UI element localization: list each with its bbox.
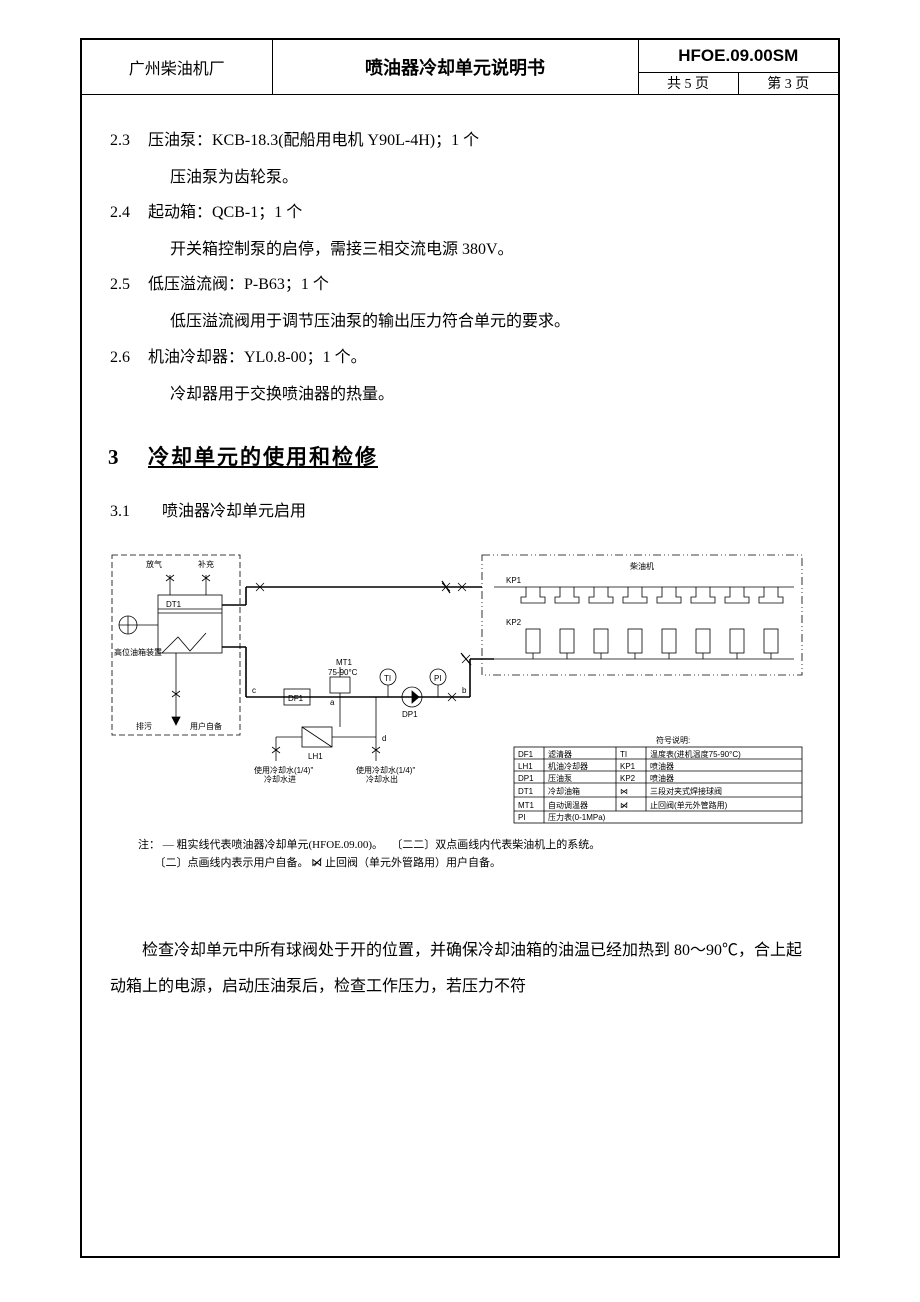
content-area: 2.3 压油泵：KCB-18.3(配船用电机 Y90L-4H)；1 个 压油泵为… xyxy=(82,95,838,1027)
svg-text:TI: TI xyxy=(620,750,627,759)
svg-text:DT1: DT1 xyxy=(166,600,182,609)
item-3-1: 3.1 喷油器冷却单元启用 xyxy=(110,494,810,529)
svg-text:冷却油箱: 冷却油箱 xyxy=(548,786,580,796)
page-frame: 广州柴油机厂 喷油器冷却单元说明书 HFOE.09.00SM 共 5 页 第 3… xyxy=(80,38,840,1258)
svg-text:喷油器: 喷油器 xyxy=(650,773,674,783)
svg-text:⋈: ⋈ xyxy=(620,787,628,796)
svg-text:KP1: KP1 xyxy=(620,762,636,771)
note-1a: — 粗实线代表喷油器冷却单元(HFOE.09.00)。 xyxy=(163,839,383,851)
item-text: 喷油器冷却单元启用 xyxy=(162,503,306,520)
section-num: 3 xyxy=(108,434,148,480)
doc-number-cell: HFOE.09.00SM xyxy=(638,40,838,72)
svg-text:LH1: LH1 xyxy=(518,762,533,771)
svg-text:温度表(进机温度75-90°C): 温度表(进机温度75-90°C) xyxy=(650,749,741,759)
pages-total-cell: 共 5 页 xyxy=(638,72,738,94)
svg-text:MT1: MT1 xyxy=(336,658,353,667)
item-2-5-body: 低压溢流阀用于调节压油泵的输出压力符合单元的要求。 xyxy=(110,304,810,339)
svg-text:三段对夹式焊接球阀: 三段对夹式焊接球阀 xyxy=(650,786,722,796)
svg-text:补充: 补充 xyxy=(198,559,214,569)
svg-text:DP1: DP1 xyxy=(518,774,534,783)
svg-text:75-90°C: 75-90°C xyxy=(328,668,358,677)
svg-text:高位油箱装置: 高位油箱装置 xyxy=(114,647,162,657)
svg-text:DF1: DF1 xyxy=(288,694,304,703)
item-2-5: 2.5 低压溢流阀：P-B63；1 个 xyxy=(110,267,810,302)
svg-text:用户自备: 用户自备 xyxy=(190,721,222,731)
svg-text:放气: 放气 xyxy=(146,559,162,569)
body-paragraph: 检查冷却单元中所有球阀处于开的位置，并确保冷却油箱的油温已经加热到 80～90℃… xyxy=(110,933,810,1007)
note-2a: 〔二〕点画线内表示用户自备。 xyxy=(155,857,309,869)
doc-title-cell: 喷油器冷却单元说明书 xyxy=(272,40,638,94)
svg-text:DF1: DF1 xyxy=(518,750,534,759)
svg-text:d: d xyxy=(382,734,386,743)
svg-text:止回阀(单元外管路用): 止回阀(单元外管路用) xyxy=(650,800,728,810)
note-prefix: 注： xyxy=(138,839,160,851)
item-2-3-body: 压油泵为齿轮泵。 xyxy=(110,160,810,195)
svg-text:TI: TI xyxy=(384,674,391,683)
item-text: 压油泵：KCB-18.3(配船用电机 Y90L-4H)；1 个 xyxy=(148,132,479,149)
svg-text:排污: 排污 xyxy=(136,721,152,731)
coolant-out-label: 使用冷却水(1/4)" 冷却水出 xyxy=(356,765,418,784)
item-text: 起动箱：QCB-1；1 个 xyxy=(148,204,302,221)
item-2-6-body: 冷却器用于交换喷油器的热量。 xyxy=(110,377,810,412)
coolant-in-label: 使用冷却水(1/4)" 冷却水进 xyxy=(254,765,316,784)
item-num: 3.1 xyxy=(110,494,158,529)
item-num: 2.4 xyxy=(110,195,144,230)
item-2-6: 2.6 机油冷却器：YL0.8-00；1 个。 xyxy=(110,340,810,375)
svg-text:MT1: MT1 xyxy=(518,801,535,810)
svg-text:压力表(0-1MPa): 压力表(0-1MPa) xyxy=(548,812,606,822)
svg-text:PI: PI xyxy=(518,813,526,822)
kp1-row: KP1 xyxy=(506,576,783,603)
engine-title: 柴油机 xyxy=(630,561,654,571)
item-text: 低压溢流阀：P-B63；1 个 xyxy=(148,276,329,293)
svg-text:KP2: KP2 xyxy=(620,774,636,783)
svg-text:喷油器: 喷油器 xyxy=(650,761,674,771)
item-text: 机油冷却器：YL0.8-00；1 个。 xyxy=(148,349,367,366)
svg-text:机油冷却器: 机油冷却器 xyxy=(548,761,588,771)
svg-text:a: a xyxy=(330,698,335,707)
svg-text:⋈̸: ⋈̸ xyxy=(620,801,628,810)
item-num: 2.5 xyxy=(110,267,144,302)
note-2b: ⋈̸ 止回阀（单元外管路用）用户自备。 xyxy=(311,857,501,869)
svg-text:自动调温器: 自动调温器 xyxy=(548,800,588,810)
header-table: 广州柴油机厂 喷油器冷却单元说明书 HFOE.09.00SM 共 5 页 第 3… xyxy=(82,40,838,95)
svg-text:压油泵: 压油泵 xyxy=(548,773,572,783)
svg-text:PI: PI xyxy=(434,674,442,683)
svg-text:DT1: DT1 xyxy=(518,787,534,796)
diagram-notes: 注： — 粗实线代表喷油器冷却单元(HFOE.09.00)。 〔二二〕双点画线内… xyxy=(138,837,810,872)
svg-text:符号说明:: 符号说明: xyxy=(656,735,690,745)
item-2-4-body: 开关箱控制泵的启停，需接三相交流电源 380V。 xyxy=(110,232,810,267)
kp2-row: KP2 xyxy=(494,618,794,659)
section-text: 冷却单元的使用和检修 xyxy=(148,445,378,469)
svg-text:KP2: KP2 xyxy=(506,618,522,627)
section-3-heading: 3冷却单元的使用和检修 xyxy=(108,434,810,480)
company-cell: 广州柴油机厂 xyxy=(82,40,272,94)
item-num: 2.3 xyxy=(110,123,144,158)
schematic-diagram: 柴油机 KP1 xyxy=(106,547,808,827)
schematic-svg: 柴油机 KP1 xyxy=(106,547,808,827)
svg-text:c: c xyxy=(252,686,256,695)
item-2-4: 2.4 起动箱：QCB-1；1 个 xyxy=(110,195,810,230)
item-num: 2.6 xyxy=(110,340,144,375)
svg-text:LH1: LH1 xyxy=(308,752,323,761)
legend-box: 符号说明: DF1 滤清器 xyxy=(514,735,802,823)
svg-text:b: b xyxy=(462,686,467,695)
note-1b: 〔二二〕双点画线内代表柴油机上的系统。 xyxy=(391,839,600,851)
item-2-3: 2.3 压油泵：KCB-18.3(配船用电机 Y90L-4H)；1 个 xyxy=(110,123,810,158)
svg-text:DP1: DP1 xyxy=(402,710,418,719)
svg-text:滤清器: 滤清器 xyxy=(548,749,572,759)
pages-current-cell: 第 3 页 xyxy=(738,72,838,94)
svg-text:KP1: KP1 xyxy=(506,576,522,585)
